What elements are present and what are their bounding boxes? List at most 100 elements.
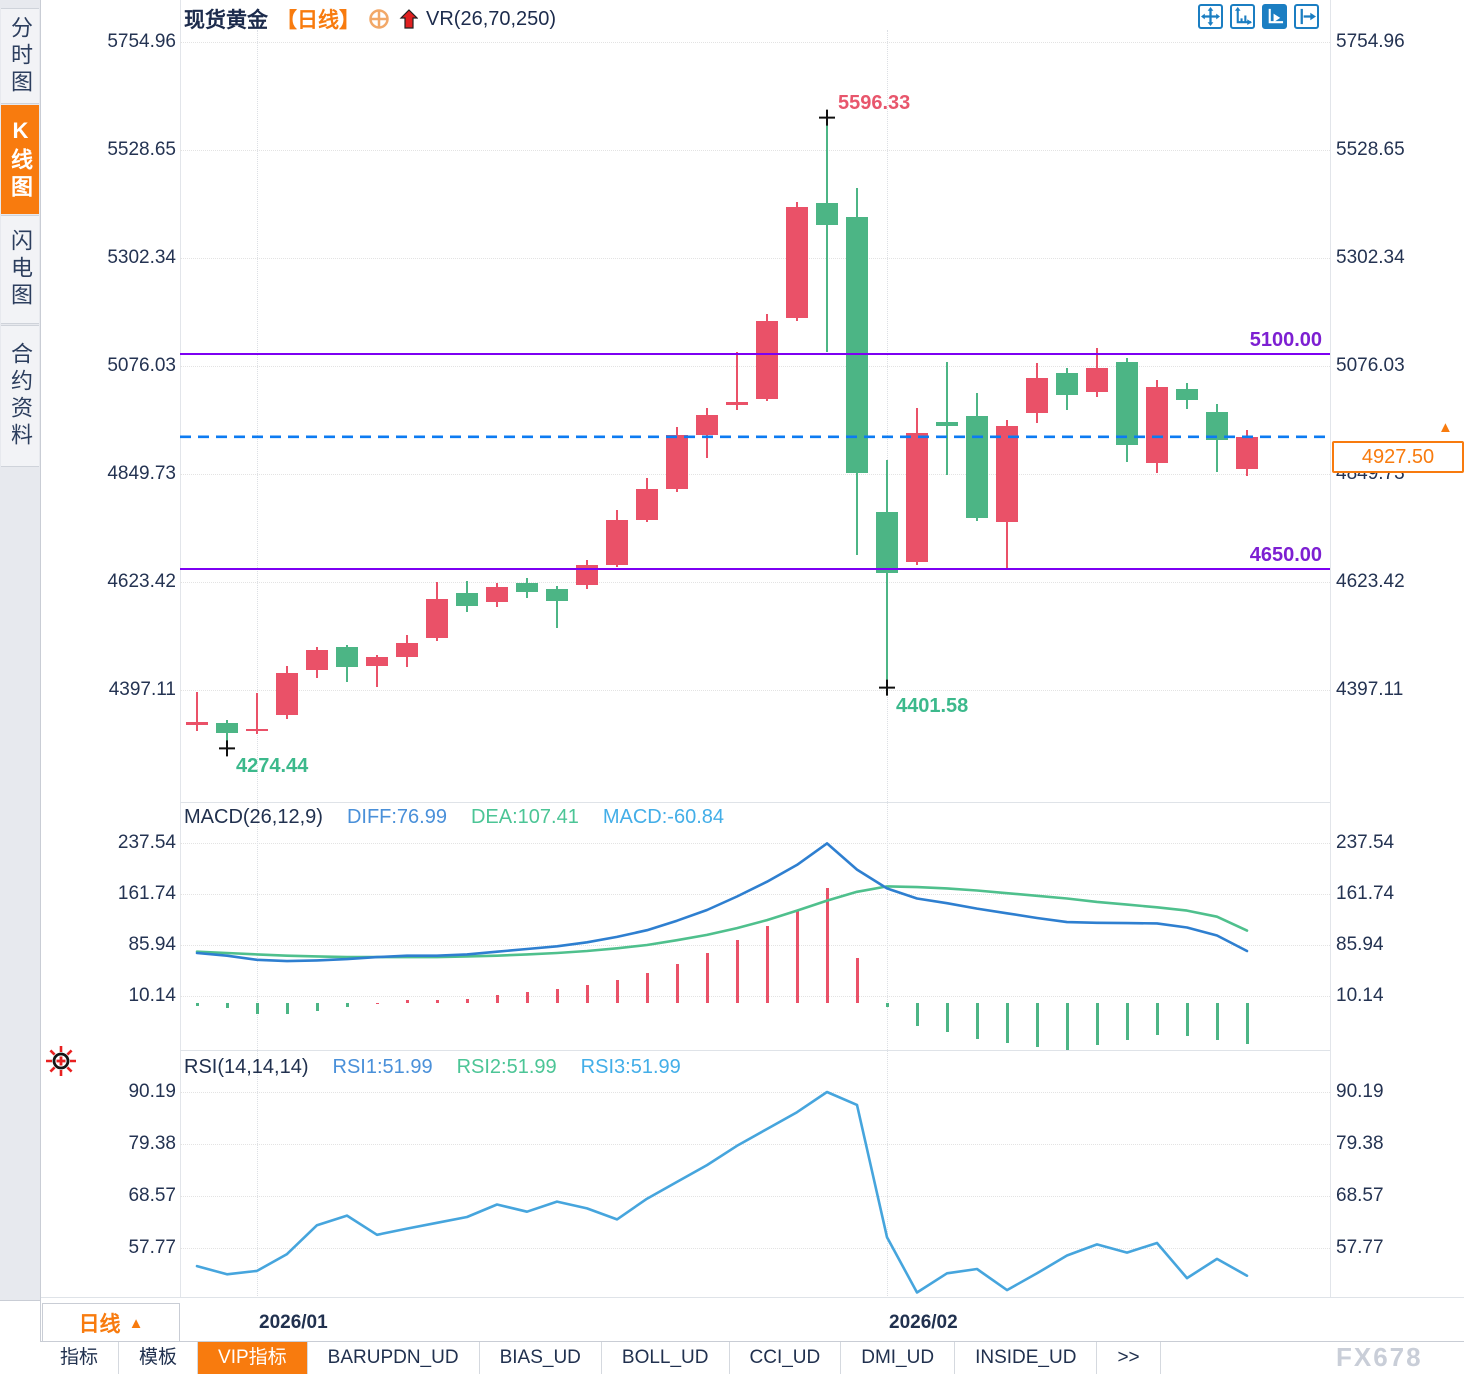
candle-wick (736, 352, 738, 411)
rsi-line (195, 1090, 1249, 1294)
macd-histogram-bar (525, 992, 529, 1003)
candle (1086, 367, 1108, 393)
candle-wick (226, 720, 228, 749)
bottom-tab-9[interactable]: INSIDE_UD (955, 1342, 1098, 1374)
y-axis-label-right: 85.94 (1336, 934, 1384, 955)
left-sidebar: 分时图 K线图 闪电图 合约资料 (0, 0, 41, 1374)
candle (276, 672, 298, 715)
candle (936, 422, 958, 427)
sidebar-tab-2[interactable]: K线图 (1, 105, 39, 214)
macd-label-row: MACD(26,12,9) DIFF:76.99 DEA:107.41 MACD… (184, 806, 724, 829)
symbol-name: 现货黄金 (184, 9, 268, 32)
candle-wick (946, 362, 948, 475)
price-gridline (180, 42, 1330, 43)
candle (726, 402, 748, 406)
macd-histogram-bar (1005, 1002, 1009, 1044)
bottom-tab-1[interactable]: 指标 (40, 1342, 120, 1374)
candle (996, 426, 1018, 522)
sidebar-tab-4[interactable]: 合约资料 (1, 325, 39, 467)
macd-histogram-bar (1185, 1002, 1189, 1037)
macd-histogram-bar (555, 989, 559, 1003)
exit-right-icon[interactable] (1294, 4, 1319, 29)
macd-histogram-bar (495, 994, 499, 1003)
candle (1146, 386, 1168, 463)
y-axis-label-right: 10.14 (1336, 985, 1384, 1006)
macd-histogram-bar (645, 973, 649, 1003)
horizontal-level-line (180, 568, 1330, 571)
macd-histogram-bar (1095, 1002, 1099, 1045)
candle-wick (376, 654, 378, 688)
target-circle-icon[interactable] (368, 8, 390, 30)
y-axis-label-right: 90.19 (1336, 1081, 1384, 1102)
macd-gridline (180, 894, 1330, 895)
low-annotation: 4401.58 (896, 694, 969, 717)
bottom-tab-6[interactable]: BOLL_UD (602, 1342, 730, 1374)
macd-dea-line (195, 885, 1249, 959)
y-axis-label-left: 4397.11 (108, 679, 176, 700)
low-annotation: 4274.44 (236, 755, 309, 778)
y-axis-label-left: 5754.96 (107, 31, 176, 52)
y-axis-label-right: 161.74 (1336, 883, 1395, 904)
bottom-tab-10[interactable]: >> (1097, 1342, 1161, 1374)
candle (246, 728, 268, 732)
price-gridline (180, 258, 1330, 259)
macd-gridline (180, 996, 1330, 997)
candle (756, 321, 778, 399)
macd-histogram-bar (1155, 1002, 1159, 1036)
level-line-label: 5100.00 (1249, 329, 1322, 352)
candle (636, 489, 658, 520)
bottom-tab-8[interactable]: DMI_UD (841, 1342, 956, 1374)
price-gridline (180, 474, 1330, 475)
bottom-tab-5[interactable]: BIAS_UD (480, 1342, 602, 1374)
y-axis-label-left: 5076.03 (107, 355, 176, 376)
move-crosshair-icon[interactable] (1198, 4, 1223, 29)
period-selector-button[interactable]: 日线 ▲ (42, 1303, 180, 1343)
macd-histogram-bar (855, 958, 859, 1003)
candle (846, 217, 868, 473)
macd-diff-value: DIFF:76.99 (346, 806, 447, 828)
candle (1056, 373, 1078, 396)
bottom-tab-3[interactable]: VIP指标 (198, 1342, 308, 1374)
axis-scale-icon[interactable] (1230, 4, 1255, 29)
vr-indicator-label: VR(26,70,250) (426, 7, 557, 30)
y-axis-label-left: 5528.65 (107, 139, 176, 160)
rsi-gridline (180, 1196, 1330, 1197)
horizontal-level-line (180, 353, 1330, 356)
rsi3-value: RSI3:51.99 (580, 1056, 681, 1078)
candle-wick (196, 691, 198, 732)
macd-histogram-bar (1065, 1002, 1069, 1050)
candle (486, 586, 508, 602)
panel-separator (180, 1050, 1330, 1051)
macd-gridline (180, 843, 1330, 844)
y-axis-label-right: 57.77 (1336, 1237, 1384, 1258)
candle (216, 723, 238, 734)
y-axis-label-right: 5754.96 (1336, 31, 1405, 52)
rsi-gridline (180, 1092, 1330, 1093)
macd-histogram-bar (975, 1002, 979, 1040)
macd-histogram-bar (1245, 1002, 1249, 1044)
candle (966, 416, 988, 519)
candle (366, 656, 388, 666)
rsi-gridline (180, 1144, 1330, 1145)
bottom-tab-2[interactable]: 模板 (119, 1342, 199, 1374)
candle (1176, 388, 1198, 401)
macd-histogram-bar (945, 1002, 949, 1033)
candle (666, 435, 688, 489)
axis-autoscale-icon[interactable] (1262, 4, 1287, 29)
drawing-tool-sun-icon[interactable] (44, 1044, 78, 1083)
sidebar-tab-1[interactable]: 分时图 (1, 8, 39, 104)
macd-histogram-bar (1125, 1002, 1129, 1040)
y-axis-label-left: 5302.34 (107, 247, 176, 268)
y-axis-label-left: 237.54 (117, 832, 176, 853)
y-axis-label-right: 4397.11 (1336, 679, 1404, 700)
macd-histogram-bar (255, 1002, 259, 1014)
bottom-tab-4[interactable]: BARUPDN_UD (308, 1342, 480, 1374)
chart-right-border (1330, 0, 1331, 1341)
bottom-tab-7[interactable]: CCI_UD (730, 1342, 842, 1374)
sidebar-bottom-cell (0, 1300, 41, 1374)
sidebar-tab-3[interactable]: 闪电图 (1, 215, 39, 324)
period-tag: 【日线】 (276, 9, 360, 32)
candle-wick (556, 585, 558, 628)
candle (306, 649, 328, 670)
